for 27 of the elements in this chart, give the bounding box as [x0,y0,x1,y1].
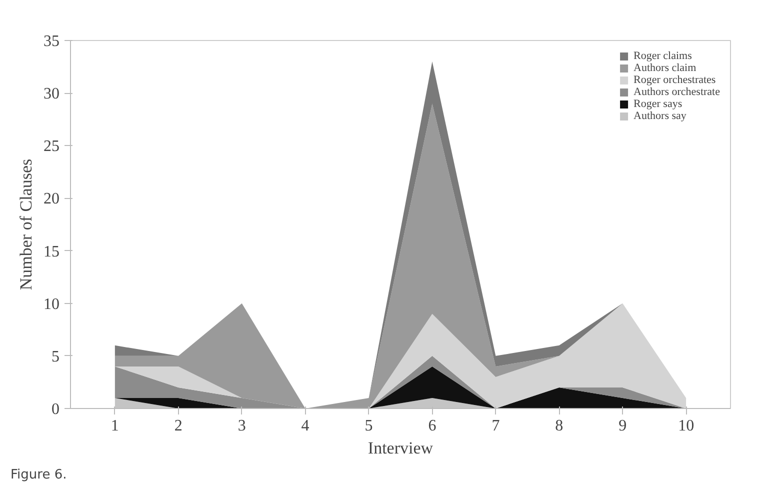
x-axis-title: Interview [368,438,434,458]
legend-label: Authors orchestrate [634,86,720,98]
legend-label: Roger says [634,98,682,110]
x-tick-label: 7 [492,418,500,434]
y-tick-label: 10 [44,296,60,313]
x-tick-label: 5 [364,418,373,434]
legend-label: Authors say [634,110,686,122]
x-tick-label: 8 [555,418,564,434]
y-tick-label: 20 [44,190,60,208]
legend-label: Authors claim [634,62,696,74]
x-tick-label: 3 [238,418,246,434]
y-tick-label: 25 [44,138,60,156]
y-tick-label: 5 [52,348,60,366]
y-axis-title: Number of Clauses [16,158,36,290]
x-tick-label: 1 [110,418,119,434]
y-tick-label: 35 [44,33,60,50]
x-tick-label: 9 [618,418,627,434]
y-tick-label: 0 [52,401,60,418]
caption: Figure 6. [10,468,67,482]
legend-label: Roger claims [634,50,692,62]
x-tick-label: 10 [678,418,694,434]
x-tick-label: 2 [174,418,182,434]
x-tick-label: 6 [428,418,436,434]
legend-label: Roger orchestrates [634,74,716,86]
y-tick-label: 15 [44,243,60,260]
x-tick-label: 4 [301,418,310,434]
y-tick-label: 30 [44,86,60,103]
